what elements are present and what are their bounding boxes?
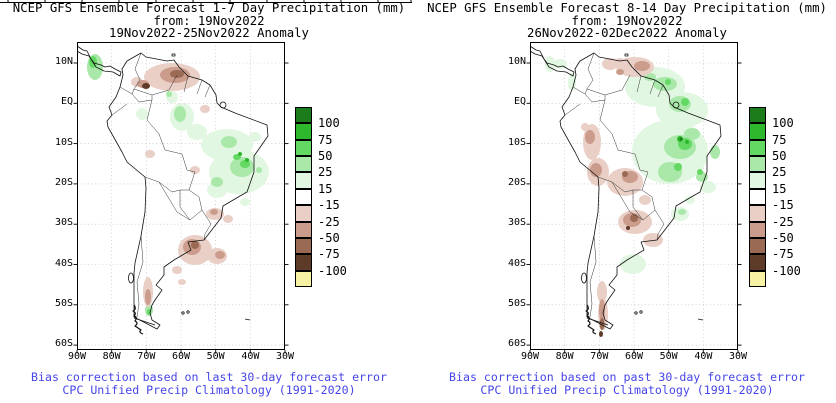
map-2-lon-axis: 90W 80W 70W 60W 50W 40W 30W: [521, 351, 747, 364]
colorbar-cell: [749, 188, 766, 206]
panel-1-caption-line1: Bias correction based on last 30-day for…: [31, 370, 387, 384]
colorbar-label: -15: [772, 198, 794, 213]
map-1-7day-anomaly: [73, 41, 289, 354]
axis-tick-label: 50W: [659, 351, 678, 362]
colorbar-2: 100 75 50 25 15 -15 -25 -50 -75 -100: [749, 107, 801, 287]
colorbar-cell: [749, 156, 766, 173]
colorbar-cell: [749, 172, 766, 189]
colorbar-label: 75: [772, 132, 787, 147]
colorbar-cell: [749, 107, 766, 124]
axis-tick-label: 20S: [507, 176, 526, 188]
panel-2-caption-line2: CPC Unified Precip Climatology (1991-202…: [480, 383, 774, 397]
axis-tick-label: 60W: [624, 351, 644, 362]
map-8-14day-anomaly: [526, 41, 742, 354]
panel-1-title-line1: NCEP GFS Ensemble Forecast 1-7 Day Preci…: [12, 1, 406, 15]
axis-tick-label: 40W: [241, 351, 260, 362]
colorbar-cell: [749, 270, 766, 287]
map-1-lon-axis: 90W 80W 70W 60W 50W 40W 30W: [68, 351, 294, 364]
panel-2-title-line1: NCEP GFS Ensemble Forecast 8-14 Day Prec…: [427, 1, 827, 15]
panel-1-title: NCEP GFS Ensemble Forecast 1-7 Day Preci…: [0, 2, 418, 40]
colorbar-1: 100 75 50 25 15 -15 -25 -50 -75 -100: [295, 107, 347, 287]
colorbar-label: -15: [318, 198, 340, 213]
axis-tick-label: 10N: [507, 56, 526, 67]
colorbar-cell: [749, 221, 766, 238]
axis-tick-label: 60W: [171, 351, 191, 362]
map-1-anomaly-shading: [87, 54, 269, 316]
axis-tick-label: 50W: [206, 351, 225, 362]
panel-2-caption-line1: Bias correction based on past 30-day for…: [449, 370, 805, 384]
panel-1-caption: Bias correction based on last 30-day for…: [0, 371, 418, 397]
colorbar-cell: [295, 254, 312, 271]
panel-1-title-line2: from: 19Nov2022: [153, 13, 265, 28]
axis-tick-label: 10N: [54, 56, 73, 67]
axis-tick-label: 80W: [555, 351, 574, 362]
axis-tick-label: 60S: [507, 338, 526, 350]
colorbar-cell: [749, 123, 766, 140]
colorbar-cell: [749, 205, 766, 222]
panel-2-caption: Bias correction based on past 30-day for…: [418, 371, 836, 397]
colorbar-label: 25: [318, 165, 333, 180]
axis-tick-label: 60S: [54, 338, 73, 350]
colorbar-label: -75: [772, 247, 794, 262]
axis-tick-label: 40S: [54, 257, 73, 269]
axis-tick-label: 50S: [54, 297, 73, 309]
colorbar-label: 50: [772, 149, 787, 164]
colorbar-cell: [295, 188, 312, 206]
colorbar-cell: [295, 205, 312, 222]
axis-tick-label: 80W: [102, 351, 121, 362]
panel-1-title-line3: 19Nov2022-25Nov2022 Anomaly: [109, 26, 309, 41]
panel-1-caption-line2: CPC Unified Precip Climatology (1991-202…: [62, 383, 356, 397]
cropped-plot-edge-artifact: [0, 0, 412, 3]
colorbar-cell: [295, 221, 312, 238]
colorbar-label: 50: [318, 149, 333, 164]
axis-tick-label: 10S: [54, 136, 73, 148]
colorbar-label: -100: [318, 263, 347, 278]
panel-2-title-line3: 26Nov2022-02Dec2022 Anomaly: [527, 26, 727, 41]
axis-tick-label: 90W: [520, 351, 540, 362]
map-2-anomaly-shading: [545, 56, 720, 337]
axis-tick-label: 30S: [507, 217, 526, 229]
colorbar-label: 100: [772, 116, 794, 131]
colorbar-label: -25: [318, 214, 340, 229]
colorbar-cell: [295, 237, 312, 255]
axis-tick-label: 70W: [590, 351, 609, 362]
axis-tick-label: 20S: [54, 176, 73, 188]
axis-tick-label: 10S: [507, 136, 526, 148]
colorbar-cell: [749, 237, 766, 255]
axis-tick-label: EQ: [60, 96, 73, 108]
colorbar-label: -50: [772, 230, 794, 245]
colorbar-label: 100: [318, 116, 340, 131]
axis-tick-label: 50S: [507, 297, 526, 309]
map-1-lat-axis: 10N EQ 10S 20S 30S 40S 50S 60S: [35, 42, 77, 350]
colorbar-label: -100: [772, 263, 801, 278]
colorbar-cell: [749, 254, 766, 271]
colorbar-label: -50: [318, 230, 340, 245]
colorbar-label: 15: [318, 181, 333, 196]
colorbar-cell: [295, 172, 312, 189]
map-2-lat-axis: 10N EQ 10S 20S 30S 40S 50S 60S: [488, 42, 530, 350]
colorbar-cell: [295, 123, 312, 140]
panel-2-title: NCEP GFS Ensemble Forecast 8-14 Day Prec…: [418, 2, 836, 40]
axis-tick-label: EQ: [513, 96, 526, 108]
colorbar-label: -75: [318, 247, 340, 262]
colorbar-label: 15: [772, 181, 787, 196]
axis-tick-label: 30S: [54, 217, 73, 229]
colorbar-cell: [295, 107, 312, 124]
axis-tick-label: 30W: [728, 351, 748, 362]
colorbar-label: 25: [772, 165, 787, 180]
axis-tick-label: 70W: [137, 351, 156, 362]
colorbar-label: 75: [318, 132, 333, 147]
axis-tick-label: 90W: [67, 351, 87, 362]
colorbar-cell: [295, 270, 312, 287]
axis-tick-label: 40S: [507, 257, 526, 269]
colorbar-cell: [749, 139, 766, 157]
colorbar-cell: [295, 156, 312, 173]
colorbar-cell: [295, 139, 312, 157]
panel-2-title-line2: from: 19Nov2022: [571, 13, 683, 28]
axis-tick-label: 40W: [694, 351, 713, 362]
axis-tick-label: 30W: [275, 351, 295, 362]
colorbar-label: -25: [772, 214, 794, 229]
